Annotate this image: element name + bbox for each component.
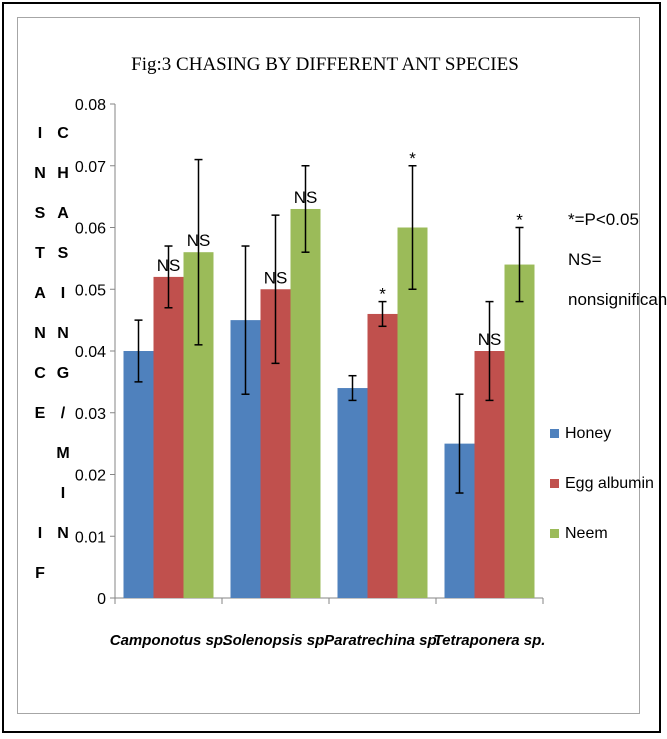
y-label-letter-left: T <box>35 245 45 262</box>
bar-egg-albumin <box>367 313 398 598</box>
y-label-letter-left: N <box>34 165 46 182</box>
legend-label: Honey <box>565 425 611 442</box>
y-tick-label: 0.01 <box>75 529 106 546</box>
y-label-letter-right: C <box>57 125 69 142</box>
y-tick-label: 0 <box>97 591 106 608</box>
y-tick-label: 0.02 <box>75 468 106 485</box>
legend-label: Egg albumin <box>565 475 654 492</box>
significance-label: NS <box>264 268 288 287</box>
y-label-letter-left: I <box>38 125 42 142</box>
y-label-letter-right: M <box>56 445 69 462</box>
legend-swatch <box>550 429 559 438</box>
significance-label: NS <box>478 330 502 349</box>
note-line: NS= <box>568 250 602 269</box>
bar-honey <box>337 388 368 598</box>
significance-label: NS <box>187 231 211 250</box>
y-label-letter-left: N <box>34 325 46 342</box>
y-label-letter-right: N <box>57 525 69 542</box>
category-label: Paratrechina sp. <box>324 632 441 649</box>
y-tick-label: 0.05 <box>75 282 106 299</box>
y-label-letter-right: A <box>57 205 69 222</box>
category-label: Camponotus sp. <box>110 632 228 649</box>
significance-label: * <box>516 211 523 230</box>
bars: NS NS * NS NS NS * * <box>123 149 535 598</box>
significance-label: * <box>409 149 416 168</box>
significance-note: *=P<0.05 NS= nonsignificant <box>568 210 667 309</box>
bar-neem <box>504 264 535 598</box>
legend-label: Neem <box>565 525 608 542</box>
y-label-letter-right: S <box>58 245 69 262</box>
bar-honey <box>123 351 154 598</box>
y-tick-label: 0.06 <box>75 221 106 238</box>
axes: 0 0.01 0.02 0.03 0.04 0.05 0.06 0.07 0.08 Campono… <box>75 97 546 649</box>
category-label: Solenopsis sp. <box>223 632 329 649</box>
y-label-letter-right: G <box>57 365 69 382</box>
note-line: *=P<0.05 <box>568 210 639 229</box>
y-label-letter-right: N <box>57 325 69 342</box>
y-label-letter-right: H <box>57 165 69 182</box>
legend-swatch <box>550 479 559 488</box>
legend-swatch <box>550 529 559 538</box>
chart-title: Fig:3 CHASING BY DIFFERENT ANT SPECIES <box>131 54 519 75</box>
y-label-letter-left: I <box>38 525 42 542</box>
significance-label: * <box>379 285 386 304</box>
bar-neem <box>290 208 321 598</box>
bar-egg-albumin <box>153 276 184 598</box>
y-label-letter-right: / <box>61 405 66 422</box>
note-line: nonsignificant <box>568 290 667 309</box>
category-label: Tetraponera sp. <box>434 632 546 649</box>
y-label-letter-left: S <box>35 205 46 222</box>
y-label-letter-left: E <box>35 405 46 422</box>
y-label-letter-right: I <box>61 285 65 302</box>
y-tick-label: 0.04 <box>75 344 106 361</box>
legend: Honey Egg albumin Neem <box>550 425 654 542</box>
y-tick-label: 0.08 <box>75 97 106 114</box>
significance-label: NS <box>157 256 181 275</box>
y-tick-label: 0.03 <box>75 406 106 423</box>
y-label-letter-left: C <box>34 365 46 382</box>
y-label-letter-right: I <box>61 485 65 502</box>
y-label-letter-left: A <box>34 285 46 302</box>
y-tick-label: 0.07 <box>75 159 106 176</box>
y-label-letter-left: F <box>35 565 45 582</box>
significance-label: NS <box>294 188 318 207</box>
